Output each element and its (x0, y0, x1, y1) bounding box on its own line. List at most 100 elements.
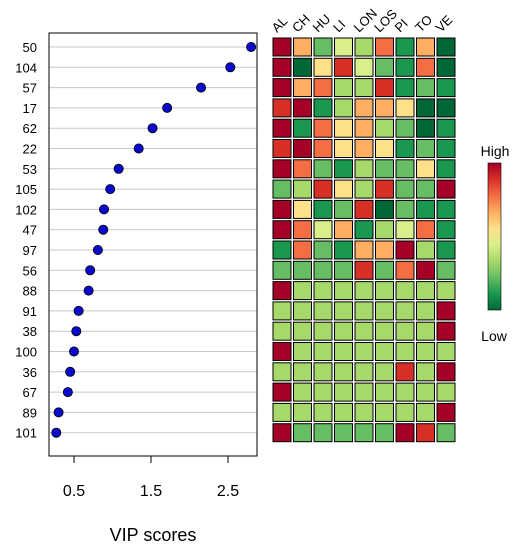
y-tick-label: 17 (23, 101, 37, 116)
heatmap-cell (313, 301, 333, 321)
data-point (162, 102, 173, 113)
y-tick-label: 47 (23, 223, 37, 238)
heatmap-cell (395, 98, 415, 118)
heatmap-cell (436, 402, 456, 422)
data-point (98, 224, 109, 235)
y-tick-label: 50 (23, 40, 37, 55)
heatmap-cell (375, 281, 394, 301)
heatmap-cell (293, 118, 312, 138)
heatmap-cell (395, 281, 415, 301)
heatmap-cell (272, 301, 292, 321)
heatmap-cell (272, 382, 292, 402)
heatmap-cell (272, 118, 292, 138)
heatmap-cell (375, 78, 394, 98)
heatmap-cell (416, 37, 435, 57)
heatmap-cell (436, 321, 456, 341)
heatmap-cell (313, 179, 333, 199)
heatmap-cell (354, 382, 374, 402)
heatmap-cell (272, 423, 292, 443)
data-point (62, 387, 73, 398)
heatmap-cell (313, 159, 333, 179)
y-axis-labels: 50 104 57 17 62 22 53 105 102 47 97 56 88 91 38 100 36 67… (15, 40, 37, 441)
heatmap-cell (334, 321, 353, 341)
heatmap-cell (375, 240, 394, 260)
heatmap-cell (436, 220, 456, 240)
data-point (113, 163, 124, 174)
heatmap-cell (375, 98, 394, 118)
heatmap-cell (334, 37, 353, 57)
heatmap-cell (293, 240, 312, 260)
data-points (51, 42, 257, 438)
heatmap-cell (375, 423, 394, 443)
heatmap-cell (395, 362, 415, 382)
heatmap-cell (293, 281, 312, 301)
column-label: HU (310, 11, 334, 35)
heatmap-cell (272, 240, 292, 260)
heatmap-cell (395, 78, 415, 98)
heatmap-cell (293, 57, 312, 77)
data-point (65, 366, 76, 377)
heatmap-cell (375, 260, 394, 280)
heatmap-cell (313, 382, 333, 402)
heatmap-cell (375, 301, 394, 321)
heatmap-cell (395, 240, 415, 260)
heatmap-cell (416, 260, 435, 280)
heatmap-cell (395, 220, 415, 240)
heatmap-cell (354, 199, 374, 219)
heatmap-cell (375, 57, 394, 77)
y-tick-label: 89 (23, 405, 37, 420)
y-tick-label: 88 (23, 284, 37, 299)
heatmap-cell (313, 423, 333, 443)
heatmap-cell (354, 240, 374, 260)
data-point (83, 285, 94, 296)
heatmap-cell (334, 199, 353, 219)
heatmap-cell (334, 240, 353, 260)
heatmap-cell (354, 37, 374, 57)
heatmap-cell (313, 260, 333, 280)
heatmap-cell (313, 37, 333, 57)
heatmap-cell (375, 362, 394, 382)
heatmap-cell (436, 382, 456, 402)
heatmap-cell (293, 402, 312, 422)
heatmap-cell (395, 139, 415, 158)
heatmap-cell (313, 362, 333, 382)
heatmap-cell (416, 199, 435, 219)
heatmap-cell (272, 37, 292, 57)
heatmap-cell (293, 382, 312, 402)
x-axis-title: VIP scores (110, 525, 197, 545)
x-tick-label: 2.5 (217, 483, 239, 500)
heatmap-cell (354, 260, 374, 280)
data-point (196, 82, 207, 93)
heatmap-cell (354, 98, 374, 118)
heatmap-cell (313, 118, 333, 138)
data-point (246, 42, 257, 53)
column-label: TO (412, 12, 435, 35)
y-tick-label: 67 (23, 385, 37, 400)
heatmap-cell (375, 179, 394, 199)
data-point (225, 62, 236, 73)
heatmap-cell (395, 37, 415, 57)
y-tick-label: 53 (23, 162, 37, 177)
heatmap-cell (436, 179, 456, 199)
heatmap-cell (354, 220, 374, 240)
legend-high-label: High (481, 143, 510, 159)
heatmap-cell (416, 402, 435, 422)
heatmap-cell (416, 159, 435, 179)
heatmap-cell (375, 139, 394, 158)
heatmap-cell (272, 260, 292, 280)
heatmap-cell (293, 260, 312, 280)
heatmap-cell (272, 179, 292, 199)
heatmap-cell (354, 281, 374, 301)
y-tick-label: 101 (15, 426, 37, 441)
x-tick-label: 0.5 (63, 483, 85, 500)
heatmap-cell (354, 179, 374, 199)
heatmap-cell (395, 301, 415, 321)
heatmap-cell (272, 402, 292, 422)
heatmap-cell (354, 57, 374, 77)
y-tick-label: 62 (23, 121, 37, 136)
heatmap-cell (293, 342, 312, 361)
color-legend: High Low (481, 143, 510, 344)
heatmap-cell (395, 321, 415, 341)
heatmap-cell (395, 260, 415, 280)
heatmap-cell (293, 37, 312, 57)
